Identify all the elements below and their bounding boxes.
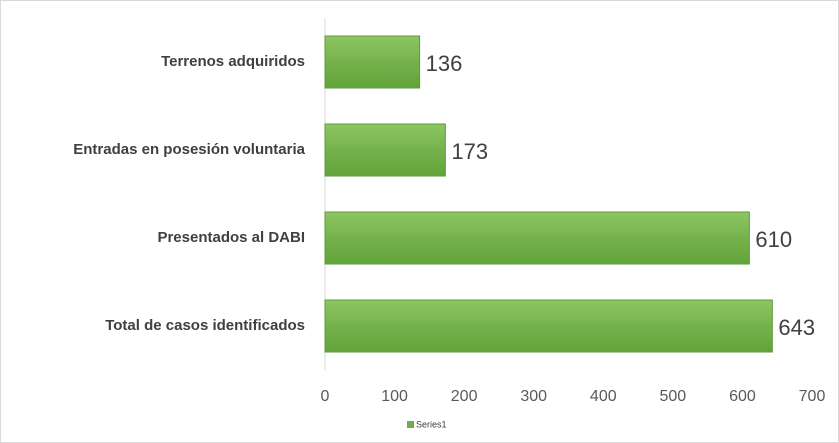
data-label: 610 <box>755 227 792 252</box>
x-tick-label: 100 <box>381 388 408 405</box>
bar <box>324 35 421 89</box>
x-tick-label: 400 <box>590 388 617 405</box>
x-tick-label: 700 <box>799 388 826 405</box>
legend-swatch <box>407 421 414 428</box>
y-tick-label: Presentados al DABI <box>157 229 305 246</box>
x-tick-label: 300 <box>520 388 547 405</box>
y-tick-label: Total de casos identificados <box>105 317 305 334</box>
x-tick-label: 500 <box>660 388 687 405</box>
data-label: 173 <box>451 139 488 164</box>
data-label: 136 <box>426 51 463 76</box>
bar <box>324 211 750 265</box>
y-tick-label: Terrenos adquiridos <box>161 53 305 70</box>
legend-label: Series1 <box>416 419 447 429</box>
x-tick-label: 600 <box>729 388 756 405</box>
y-tick-label: Entradas en posesión voluntaria <box>73 141 305 158</box>
data-label: 643 <box>778 315 815 340</box>
x-tick-label: 0 <box>321 388 330 405</box>
bar <box>324 299 773 353</box>
bar <box>324 123 446 177</box>
x-tick-label: 200 <box>451 388 478 405</box>
